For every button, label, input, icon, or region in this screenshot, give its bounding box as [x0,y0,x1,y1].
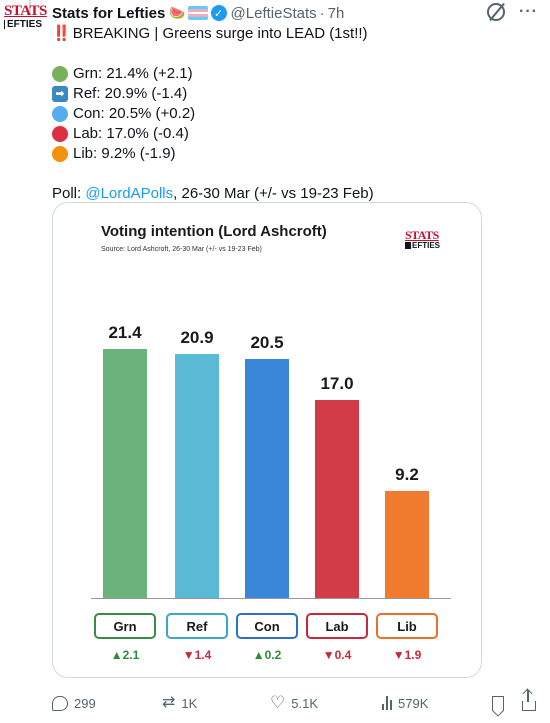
colored-circle-icon [52,66,68,82]
headline-line: ‼️ BREAKING | Greens surge into LEAD (1s… [52,24,538,44]
repost-count: 1K [181,695,198,711]
share-icon [522,690,536,711]
grok-icon[interactable] [487,3,506,21]
separator-dot: · [319,4,325,22]
header-actions: ··· [487,3,538,21]
bar-plot: 21.4 Grn ▲2.1 20.9 Ref ▼1.4 20.5 Con ▲0.2 17.0 Lab… [53,203,481,677]
poll-suffix: , 26-30 Mar (+/- vs 19-23 Feb) [173,185,374,202]
bar-lab [315,399,359,598]
chart-subtitle: Source: Lord Ashcroft, 26-30 Mar (+/- vs… [101,246,262,253]
bar-value-label: 20.5 [250,333,284,353]
bookmark-button[interactable] [492,695,504,711]
tweet-header: Stats for Lefties 🍉 ✓ @LeftieStats · 7h … [52,3,538,23]
avatar[interactable]: STATS EFTIES [4,3,47,36]
bookmark-icon [492,695,504,711]
result-line: Lib: 9.2% (-1.9) [52,144,538,164]
result-line: ➡ Ref: 20.9% (-1.4) [52,84,538,104]
reply-button[interactable]: 299 [52,695,96,711]
party-label-lib: Lib [376,613,438,639]
headline-text: BREAKING | Greens surge into LEAD (1st!!… [72,25,368,42]
result-text: Grn: 21.4% (+2.1) [73,65,193,82]
result-text: Lib: 9.2% (-1.9) [73,145,176,162]
like-button[interactable]: ♡ 5.1K [270,693,318,712]
result-text: Lab: 17.0% (-0.4) [73,125,189,142]
watermelon-emoji-icon: 🍉 [169,5,186,20]
colored-circle-icon [52,146,68,162]
result-text: Ref: 20.9% (-1.4) [73,85,188,102]
bar-value-label: 9.2 [395,464,419,484]
like-count: 5.1K [291,695,318,711]
verified-badge-icon[interactable]: ✓ [210,5,227,21]
change-label: ▼1.9 [392,648,422,662]
party-label-con: Con [236,613,298,639]
results-list: Grn: 21.4% (+2.1) ➡ Ref: 20.9% (-1.4) Con: … [52,64,538,164]
poll-line: Poll: @LordAPolls , 26-30 Mar (+/- vs 19… [52,184,538,204]
avatar-text-bottom: EFTIES [4,19,42,30]
share-button[interactable] [522,690,536,711]
right-arrow-icon: ➡ [52,86,68,102]
reply-icon [52,695,68,711]
views-icon [382,696,392,710]
colored-circle-icon [52,126,68,142]
bar-ref [175,354,219,598]
thread-line [29,0,31,14]
chart-image[interactable]: Voting intention (Lord Ashcroft) Source:… [52,202,482,678]
action-bar: 299 ⇄ 1K ♡ 5.1K 579K [52,690,536,714]
chart-logo-bottom: EFTIES [405,241,445,250]
more-options-icon[interactable]: ··· [519,3,538,20]
chart-logo-l-block [405,242,411,249]
chart-logo: STATS EFTIES [405,229,445,257]
avatar-l-block [4,20,5,29]
change-label: ▲2.1 [110,648,140,662]
party-label-grn: Grn [94,613,156,639]
bar-con [245,359,289,598]
chart-logo-bottom-label: EFTIES [412,241,441,250]
chart-logo-top: STATS [405,228,439,242]
result-line: Con: 20.5% (+0.2) [52,104,538,124]
party-label-ref: Ref [166,613,228,639]
bar-value-label: 21.4 [108,322,142,342]
result-text: Con: 20.5% (+0.2) [73,105,196,122]
avatar-text-top: STATS [4,3,47,19]
bar-lib [385,490,429,598]
views-count: 579K [398,695,429,711]
change-label: ▼1.4 [182,648,212,662]
bar-value-label: 20.9 [180,328,214,348]
repost-button[interactable]: ⇄ 1K [162,695,197,711]
change-label: ▲0.2 [252,648,282,662]
bar-grn [103,348,147,598]
colored-circle-icon [52,106,68,122]
poll-link[interactable]: @LordAPolls [85,185,174,202]
heart-icon: ♡ [270,693,286,712]
repost-icon: ⇄ [162,694,176,711]
double-exclamation-icon: ‼️ [52,25,71,42]
views-button[interactable]: 579K [382,696,428,711]
reply-count: 299 [74,695,96,711]
display-name[interactable]: Stats for Lefties [52,4,166,22]
timestamp[interactable]: 7h [327,4,345,22]
chart-title: Voting intention (Lord Ashcroft) [101,223,327,240]
avatar-text-bottom-label: EFTIES [6,19,42,30]
result-line: Lab: 17.0% (-0.4) [52,124,538,144]
trans-flag-icon [187,6,208,20]
tweet-text: ‼️ BREAKING | Greens surge into LEAD (1s… [52,24,538,204]
poll-prefix: Poll: [52,185,86,202]
result-line: Grn: 21.4% (+2.1) [52,64,538,84]
handle[interactable]: @LeftieStats [230,4,317,22]
x-axis-line [91,598,451,599]
bar-value-label: 17.0 [320,373,354,393]
change-label: ▼0.4 [322,648,352,662]
party-label-lab: Lab [306,613,368,639]
